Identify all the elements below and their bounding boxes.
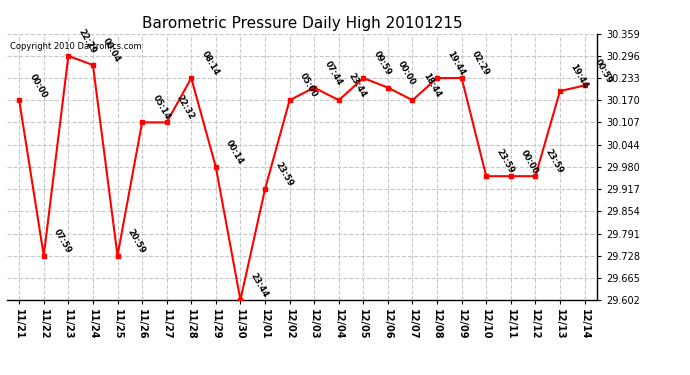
Text: 19:44: 19:44 [569, 63, 589, 90]
Text: 18:44: 18:44 [421, 72, 442, 99]
Title: Barometric Pressure Daily High 20101215: Barometric Pressure Daily High 20101215 [141, 16, 462, 31]
Text: 00:59: 00:59 [593, 57, 614, 85]
Text: 08:14: 08:14 [199, 50, 221, 77]
Text: 00:00: 00:00 [28, 72, 48, 99]
Text: 07:59: 07:59 [52, 228, 73, 255]
Text: 23:59: 23:59 [544, 148, 565, 176]
Text: 07:44: 07:44 [322, 59, 344, 87]
Text: 00:00: 00:00 [396, 60, 417, 87]
Text: 00:14: 00:14 [224, 139, 245, 166]
Text: 02:29: 02:29 [470, 50, 491, 77]
Text: 23:44: 23:44 [347, 72, 368, 99]
Text: 19:44: 19:44 [446, 50, 466, 77]
Text: 20:59: 20:59 [126, 227, 147, 255]
Text: 22:29: 22:29 [77, 27, 98, 55]
Text: 22:32: 22:32 [175, 94, 196, 122]
Text: 23:59: 23:59 [495, 148, 515, 176]
Text: 09:59: 09:59 [372, 50, 393, 77]
Text: 05:00: 05:00 [298, 72, 319, 99]
Text: Copyright 2010 Dartronics.com: Copyright 2010 Dartronics.com [10, 42, 141, 51]
Text: 00:00: 00:00 [519, 148, 540, 176]
Text: 23:44: 23:44 [249, 272, 270, 299]
Text: 00:04: 00:04 [101, 37, 122, 64]
Text: 05:14: 05:14 [150, 94, 172, 122]
Text: 23:59: 23:59 [273, 161, 295, 188]
